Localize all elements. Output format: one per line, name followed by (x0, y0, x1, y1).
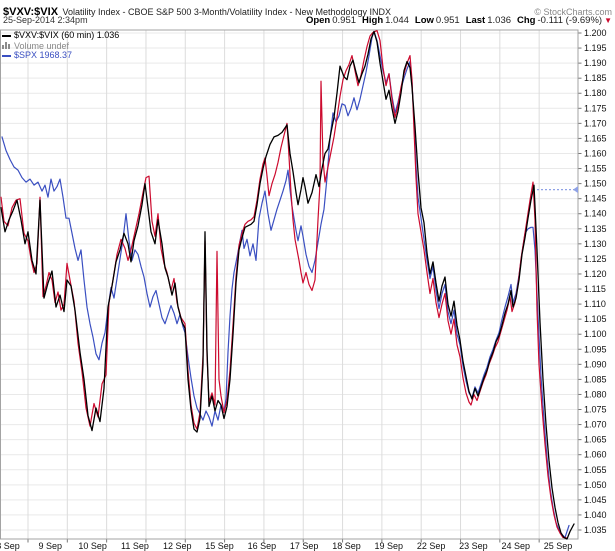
y-axis-label: 1.175 (584, 103, 607, 113)
y-axis-label: 1.170 (584, 118, 607, 128)
x-axis-label: 24 Sep (501, 541, 530, 551)
legend-volume-label: Volume undef (14, 40, 70, 51)
y-axis-label: 1.155 (584, 164, 607, 174)
y-axis-label: 1.075 (584, 405, 607, 415)
price-chart-svg: 1.200 1.195 1.190 1.185 1.180 1.175 1.170 1.165… (0, 28, 607, 551)
y-axis-label: 1.200 (584, 28, 607, 38)
x-axis-label: 15 Sep (205, 541, 234, 551)
series-line--vxv-vix-secondary (0, 29, 567, 539)
series-line--vxv-vix-60-min- (0, 30, 575, 540)
x-axis-label: 9 Sep (39, 541, 63, 551)
x-axis-label: 11 Sep (121, 541, 149, 551)
y-axis-label: 1.185 (584, 73, 607, 83)
legend-ratio-label: $VXV:$VIX (60 min) 1.036 (14, 30, 120, 40)
y-axis-label: 1.065 (584, 435, 607, 445)
y-axis-label: 1.045 (584, 495, 607, 505)
x-axis-label: 17 Sep (290, 541, 319, 551)
y-axis-label: 1.145 (584, 194, 607, 204)
y-axis-label: 1.060 (584, 450, 607, 460)
title-block: $VXV:$VIX Volatility Index - CBOE S&P 50… (3, 2, 391, 20)
y-axis-label: 1.105 (584, 314, 607, 324)
y-axis-label: 1.115 (584, 284, 606, 294)
x-axis-label: 19 Sep (375, 541, 404, 551)
x-axis-label: 25 Sep (544, 541, 573, 551)
chart-header: $VXV:$VIX Volatility Index - CBOE S&P 50… (3, 2, 612, 20)
y-axis-label: 1.055 (584, 465, 607, 475)
chart-area: 1.200 1.195 1.190 1.185 1.180 1.175 1.170 1.165… (0, 28, 615, 551)
ratio-line-swatch (2, 34, 11, 37)
y-axis-label: 1.095 (584, 344, 607, 354)
spx-line-swatch (2, 54, 11, 57)
y-axis-label: 1.165 (584, 133, 607, 143)
legend-volume-row: Volume undef (2, 41, 119, 52)
x-axis-label: 10 Sep (78, 541, 107, 551)
legend-spx-label: $SPX 1968.37 (14, 50, 73, 60)
timestamp: 25-Sep-2014 2:34pm (3, 15, 88, 25)
y-axis-label: 1.070 (584, 420, 607, 430)
ticker-description: Volatility Index - CBOE S&P 500 3-Month/… (62, 7, 392, 17)
last-label: Last (465, 15, 486, 26)
x-axis-label: 8 Sep (0, 541, 20, 551)
y-axis-label: 1.160 (584, 148, 607, 158)
x-axis-label: 23 Sep (459, 541, 488, 551)
y-axis-label: 1.085 (584, 374, 607, 384)
low-value: 0.951 (435, 15, 460, 26)
y-axis-label: 1.195 (584, 43, 607, 53)
high-label: High (362, 15, 384, 26)
y-axis-label: 1.190 (584, 58, 607, 68)
x-axis-label: 12 Sep (163, 541, 192, 551)
x-axis-label: 16 Sep (248, 541, 277, 551)
y-axis-label: 1.125 (584, 254, 607, 264)
y-axis-label: 1.140 (584, 209, 607, 219)
change-down-triangle-icon: ▼ (604, 16, 612, 25)
y-axis-label: 1.120 (584, 269, 607, 279)
chg-value: -0.111 (-9.69%) (537, 15, 603, 26)
y-axis-label: 1.040 (584, 510, 607, 520)
y-axis-label: 1.130 (584, 239, 607, 249)
high-value: 1.044 (385, 15, 409, 26)
ohlc-quote: Open 0.951 High 1.044 Low 0.951 Last 1.036 Chg -0… (300, 15, 612, 26)
y-axis-label: 1.050 (584, 480, 607, 490)
y-axis-label: 1.100 (584, 329, 607, 339)
ticker-symbol: $VXV:$VIX (3, 6, 59, 18)
plot-frame (0, 29, 579, 540)
y-axis-label: 1.080 (584, 389, 607, 399)
last-value: 1.036 (487, 15, 512, 26)
y-axis-label: 1.135 (584, 224, 607, 234)
series-line--spx (1, 30, 570, 539)
legend-ratio-row: $VXV:$VIX (60 min) 1.036 (2, 30, 120, 41)
chg-label: Chg (517, 15, 536, 26)
volume-bars-icon (2, 41, 10, 49)
low-label: Low (414, 15, 434, 26)
copyright-label: © StockCharts.com (534, 7, 612, 17)
y-axis-label: 1.180 (584, 88, 607, 98)
y-axis-label: 1.090 (584, 359, 607, 369)
y-axis-label: 1.110 (584, 299, 606, 309)
legend-spx-row: $SPX 1968.37 (2, 50, 119, 61)
open-value: 0.951 (332, 15, 357, 26)
y-axis-label: 1.150 (584, 179, 607, 189)
x-axis-label: 18 Sep (332, 541, 361, 551)
quote-row: 25-Sep-2014 2:34pm Open 0.951 High 1.044 Low… (3, 15, 612, 26)
y-axis-label: 1.035 (584, 525, 607, 535)
chart-legend: $VXV:$VIX (60 min) 1.036 Volume undef $S… (2, 30, 120, 61)
open-label: Open (305, 15, 331, 26)
x-axis-label: 22 Sep (417, 541, 446, 551)
spx-last-value-marker (573, 186, 578, 194)
